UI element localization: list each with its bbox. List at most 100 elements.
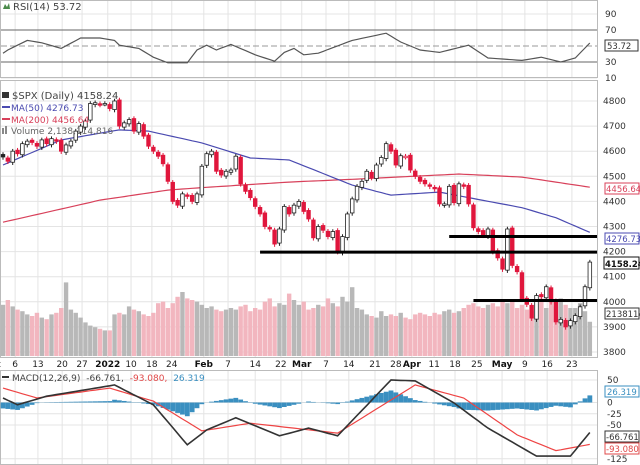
macd-histogram-bar bbox=[146, 402, 151, 405]
candle-body bbox=[257, 207, 263, 215]
candle-body bbox=[490, 229, 496, 253]
price-tick-label: 4700 bbox=[603, 122, 626, 132]
volume-bar bbox=[248, 311, 253, 356]
volume-value-tag bbox=[604, 307, 640, 320]
volume-bar bbox=[243, 304, 248, 356]
candle-body bbox=[422, 179, 428, 185]
candle-body bbox=[544, 286, 549, 299]
candle-body bbox=[194, 193, 200, 203]
macd-histogram-bar bbox=[63, 401, 69, 403]
ma200-value-text: 4456.64 bbox=[606, 185, 640, 195]
date-tick-label: 18 bbox=[146, 360, 158, 370]
volume-bar bbox=[257, 309, 263, 356]
volume-bar bbox=[122, 314, 127, 356]
candle-body bbox=[146, 134, 151, 147]
volume-bar bbox=[189, 300, 195, 356]
macd-histogram-bar bbox=[408, 398, 413, 403]
macd-histogram-bar bbox=[383, 391, 389, 403]
volume-bar bbox=[83, 322, 88, 356]
volume-bar bbox=[456, 311, 462, 356]
volume-bar bbox=[238, 306, 243, 356]
volume-bar bbox=[126, 306, 132, 356]
macd-histogram-bar bbox=[388, 390, 394, 403]
volume-bar bbox=[156, 303, 161, 356]
macd-histogram-bar bbox=[344, 401, 350, 403]
price-tick-label: 3800 bbox=[603, 348, 626, 358]
candle-body bbox=[39, 139, 44, 148]
macd-histogram-bar bbox=[437, 402, 442, 405]
candle-body bbox=[364, 170, 369, 181]
volume-bar bbox=[345, 301, 350, 356]
candle-body bbox=[20, 143, 25, 156]
volume-bar bbox=[568, 308, 573, 356]
candle-body bbox=[510, 227, 515, 266]
candle-body bbox=[359, 180, 365, 188]
volume-bar bbox=[306, 309, 311, 356]
candle-body bbox=[369, 171, 374, 178]
volume-bar bbox=[272, 306, 277, 356]
volume-bar bbox=[490, 303, 496, 356]
macd-histogram-bar bbox=[374, 394, 379, 403]
candle-body bbox=[252, 198, 258, 207]
macd-histogram-bar bbox=[223, 399, 229, 403]
date-tick-label: Apr bbox=[403, 360, 421, 370]
macd-histogram-bar bbox=[519, 402, 525, 409]
macd-histogram-bar bbox=[485, 402, 491, 411]
macd-legend-macd: -66.761, bbox=[86, 374, 124, 384]
macd-histogram-bar bbox=[296, 402, 302, 404]
volume-bar bbox=[102, 330, 108, 356]
date-tick-label: 23 bbox=[566, 360, 577, 370]
signal-value-tag bbox=[604, 442, 640, 455]
macd-legend-name: MACD(12,26,9) bbox=[12, 374, 80, 384]
macd-histogram-bar bbox=[369, 395, 374, 403]
volume-bar bbox=[432, 312, 437, 356]
price-panel-frame bbox=[0, 80, 598, 358]
volume-bar bbox=[354, 308, 360, 356]
candle-body bbox=[480, 230, 486, 236]
candle-body bbox=[126, 119, 132, 125]
price-tick-label: 4400 bbox=[603, 197, 626, 207]
volume-bar bbox=[485, 304, 491, 356]
macd-histogram-bar bbox=[446, 402, 452, 407]
candle-body bbox=[417, 176, 423, 182]
macd-histogram-bar bbox=[456, 402, 462, 409]
volume-icon-bar bbox=[5, 126, 7, 134]
price-tick-label: 4300 bbox=[603, 223, 626, 233]
volume-bar bbox=[175, 296, 180, 356]
candle-body bbox=[97, 103, 103, 106]
volume-bar bbox=[398, 312, 403, 356]
candle-body bbox=[54, 139, 59, 142]
macd-histogram-bar bbox=[20, 402, 25, 409]
candle-body bbox=[505, 228, 510, 271]
volume-bar bbox=[117, 312, 122, 356]
date-tick-label: 9 bbox=[522, 360, 528, 370]
ma200-line bbox=[2, 173, 590, 223]
volume-bar bbox=[73, 312, 78, 356]
candle-body bbox=[451, 184, 457, 204]
macd-histogram-bar bbox=[553, 402, 559, 406]
macd-histogram-bar bbox=[121, 400, 127, 403]
volume-bar bbox=[413, 314, 418, 356]
volume-bar bbox=[582, 311, 588, 356]
volume-bar bbox=[194, 301, 200, 356]
macd-panel-frame bbox=[0, 370, 598, 465]
volume-bar bbox=[466, 304, 471, 356]
candle-body bbox=[170, 181, 175, 202]
volume-bar bbox=[442, 311, 447, 356]
volume-bar bbox=[316, 304, 321, 356]
volume-bar bbox=[553, 306, 559, 356]
candle-body bbox=[83, 120, 88, 128]
ma200-legend: MA(200) 4456.64 bbox=[11, 116, 89, 126]
signal-value-text: -93.080 bbox=[606, 445, 639, 455]
candle-body bbox=[155, 151, 161, 157]
macd-histogram-bar bbox=[87, 401, 93, 403]
candle-body bbox=[514, 266, 520, 273]
volume-bar bbox=[500, 300, 505, 356]
volume-bar bbox=[461, 308, 466, 356]
candle-body bbox=[219, 169, 224, 176]
macd-histogram-bar bbox=[170, 402, 176, 412]
macd-histogram-bar bbox=[199, 402, 205, 405]
candle-body bbox=[0, 154, 6, 158]
candlestick-icon bbox=[2, 92, 9, 98]
volume-bar bbox=[277, 303, 282, 356]
